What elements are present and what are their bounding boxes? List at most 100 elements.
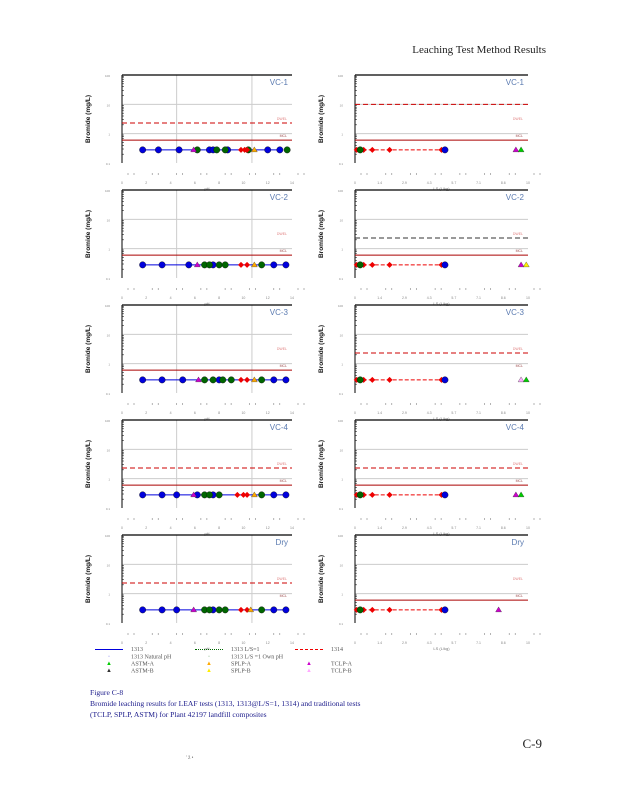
legend-label: ASTM-B <box>131 668 154 675</box>
x-minor-tick <box>440 173 442 175</box>
point-1313-l-s-1 <box>206 491 213 499</box>
mcl-label: MCL <box>516 364 523 368</box>
point-1313-l-s-1 <box>258 491 266 499</box>
x-minor-tick <box>200 288 202 290</box>
x-tick-label: 4 <box>170 181 172 185</box>
chart-title: VC-4 <box>270 423 289 432</box>
caption-line-2: (TCLP, SPLP, ASTM) for Plant 42197 landf… <box>90 710 267 719</box>
x-minor-tick <box>133 288 135 290</box>
x-tick-label: 8 <box>218 296 220 300</box>
point-1313 <box>270 376 278 384</box>
x-minor-tick <box>459 288 461 290</box>
x-minor-tick <box>273 288 275 290</box>
chart-title: Dry <box>512 538 524 547</box>
dwel-label: DWEL <box>277 577 287 581</box>
point-1313 <box>441 146 449 154</box>
y-tick-label: 10 <box>340 218 344 222</box>
y-tick-label: 1 <box>341 478 343 482</box>
point-1313-l-s-1 <box>219 376 227 384</box>
x-tick-label: 2 <box>145 526 147 530</box>
chart-title: Dry <box>276 538 288 547</box>
footer-marks: ' ž • <box>186 756 194 761</box>
legend-item: · 1313 Natural pH <box>95 654 171 660</box>
x-minor-tick <box>440 633 442 635</box>
x-minor-tick <box>297 633 299 635</box>
point-1313 <box>264 146 272 154</box>
point-1313 <box>441 491 449 499</box>
x-tick-label: 5.7 <box>451 526 456 530</box>
y-tick-label: 0.1 <box>339 277 344 281</box>
legend-label: TCLP-A <box>331 661 352 668</box>
x-minor-tick <box>391 518 393 520</box>
y-tick-label: 10 <box>107 448 111 452</box>
x-tick-label: 0 <box>121 411 123 415</box>
legend-swatch <box>295 649 323 651</box>
x-tick-label: 12 <box>266 641 270 645</box>
legend-swatch: ▲ <box>306 668 312 674</box>
x-minor-tick <box>254 288 256 290</box>
legend-swatch: ▲ <box>306 661 312 667</box>
x-tick-label: 0 <box>354 181 356 185</box>
legend-item: 1313 <box>95 647 143 653</box>
chart-vc-2-ls: 0.1 1 10 100 0 1.4 2.9 4.3 5.7 7.1 8.6 10 LS (L/kg) B… <box>318 189 541 306</box>
x-minor-tick <box>200 403 202 405</box>
point-1314 <box>386 376 393 383</box>
y-tick-label: 100 <box>338 74 343 78</box>
x-minor-tick <box>484 288 486 290</box>
y-tick-label: 100 <box>105 304 110 308</box>
x-tick-label: 8 <box>218 641 220 645</box>
y-tick-label: 0.1 <box>339 162 344 166</box>
legend-swatch: · <box>208 654 210 660</box>
x-minor-tick <box>254 403 256 405</box>
x-minor-tick <box>176 288 178 290</box>
x-tick-label: 1.4 <box>377 296 382 300</box>
point-splp-a <box>247 606 254 613</box>
x-tick-label: 14 <box>290 411 294 415</box>
x-tick-label: 7.1 <box>476 526 481 530</box>
point-1314 <box>244 491 251 498</box>
y-tick-label: 100 <box>105 419 110 423</box>
x-tick-label: 6 <box>194 641 196 645</box>
x-minor-tick <box>465 288 467 290</box>
x-tick-label: 12 <box>266 181 270 185</box>
x-tick-label: 2 <box>145 181 147 185</box>
x-minor-tick <box>514 288 516 290</box>
point-1314 <box>234 491 241 498</box>
x-minor-tick <box>539 403 541 405</box>
point-1314 <box>240 491 247 498</box>
x-minor-tick <box>151 518 153 520</box>
x-tick-label: 5.7 <box>451 296 456 300</box>
chart-vc-2-ph: 0.1 1 10 100 0 2 4 6 8 10 12 14 pH Bromide (mg/L) VC-2… <box>85 189 305 306</box>
mcl-label: MCL <box>516 249 523 253</box>
x-minor-tick <box>248 173 250 175</box>
point-1313-l-s-1 <box>258 606 266 614</box>
point-1313 <box>270 491 278 499</box>
legend-item: · 1313 L/S =1 Own pH <box>195 654 283 660</box>
point-1313 <box>155 146 162 154</box>
x-tick-label: 0 <box>121 181 123 185</box>
point-1313 <box>179 376 187 384</box>
point-1313-l-s-1 <box>356 146 364 154</box>
dwel-label: DWEL <box>513 577 523 581</box>
point-1314 <box>238 376 244 383</box>
x-tick-label: 14 <box>290 641 294 645</box>
x-tick-label: 6 <box>194 181 196 185</box>
x-minor-tick <box>206 518 208 520</box>
x-minor-tick <box>366 633 368 635</box>
x-minor-tick <box>200 518 202 520</box>
x-minor-tick <box>127 633 129 635</box>
x-minor-tick <box>366 173 368 175</box>
point-1314 <box>369 146 376 153</box>
point-splp-a <box>251 261 258 268</box>
legend-swatch <box>95 649 123 651</box>
x-axis-label: LS (L/kg) <box>433 301 450 306</box>
mcl-label: MCL <box>516 134 523 138</box>
x-tick-label: 5.7 <box>451 181 456 185</box>
x-minor-tick <box>182 518 184 520</box>
x-tick-label: 8.6 <box>501 296 506 300</box>
x-tick-label: 14 <box>290 181 294 185</box>
chart-title: VC-3 <box>506 308 525 317</box>
y-tick-label: 10 <box>107 218 111 222</box>
x-minor-tick <box>273 403 275 405</box>
x-tick-label: 0 <box>121 526 123 530</box>
